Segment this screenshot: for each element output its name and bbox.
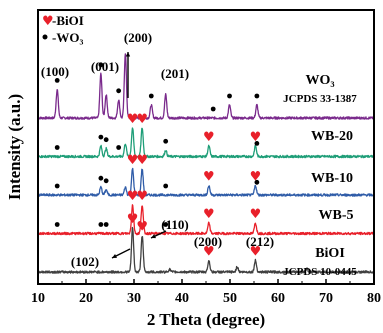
x-tick-label-50: 50 — [223, 291, 237, 306]
x-tick-label-10: 10 — [31, 291, 45, 306]
bioi-marker-bioi-3: ♥ — [250, 245, 262, 260]
x-tick-label-60: 60 — [271, 291, 285, 306]
wo3-marker-wb-20-5 — [254, 140, 260, 146]
peak-annotation-1: (001) — [91, 59, 119, 74]
wo3-marker-wb-20-2 — [103, 137, 109, 143]
series-layer — [37, 53, 375, 274]
series-line-wo — [37, 53, 375, 120]
bioi-marker-wb-20-1: ♥ — [136, 112, 148, 127]
wo3-marker-wb-20-4 — [163, 138, 169, 144]
wo3-marker-wo-3 — [148, 93, 154, 99]
series-line-wb-20 — [37, 127, 375, 159]
peak-annotation-0: (100) — [41, 64, 69, 79]
wo3-marker-wb-10-2 — [103, 178, 109, 184]
wo3-marker-wb-10-3 — [163, 183, 169, 189]
wo3-marker-wb-5-2 — [103, 222, 109, 227]
wo3-marker-wo-6 — [254, 93, 260, 99]
sample-label-wo: WO₃ — [305, 73, 334, 88]
x-tick-label-80: 80 — [367, 291, 381, 306]
wo3-marker-wb-10-0 — [54, 183, 60, 189]
peak-annotation-5: (110) — [161, 217, 188, 232]
peak-annotation-7: (212) — [246, 234, 274, 249]
bioi-marker-wb-20-3: ♥ — [250, 130, 262, 145]
x-tick-label-70: 70 — [319, 291, 333, 306]
legend-bioi-label: -BiOI — [52, 13, 84, 28]
peak-annotation-4: (102) — [71, 254, 99, 269]
wo3-marker-wo-4 — [210, 106, 216, 112]
annotation-layer: WO₃ JCPDS 33-1387 WB-20 WB-10 WB-5 BiOI JCPDS … — [41, 30, 357, 278]
arrow-wo3-200-head — [125, 52, 131, 57]
bioi-marker-wb-10-3: ♥ — [250, 170, 262, 185]
sample-label-bioi: BiOI — [315, 246, 345, 261]
wo3-marker-wb-20-1 — [98, 134, 104, 140]
wo3-marker-wb-5-1 — [98, 222, 104, 227]
bioi-marker-wb-10-2: ♥ — [203, 170, 215, 185]
bioi-marker-wb-20-2: ♥ — [203, 130, 215, 145]
legend-wo3-marker — [42, 34, 48, 40]
x-tick-label-20: 20 — [79, 291, 93, 306]
reference-label-wo: JCPDS 33-1387 — [283, 93, 357, 105]
arrow-bioi-102-head — [112, 254, 117, 258]
bioi-marker-wb-5-0: ♥ — [127, 189, 139, 204]
bioi-marker-wb-5-2: ♥ — [203, 207, 215, 222]
wo3-marker-wb-10-1 — [98, 175, 104, 181]
wo3-marker-wo-0 — [54, 78, 60, 83]
sample-label-wb-10: WB-10 — [311, 171, 353, 186]
wo3-marker-wb-20-3 — [116, 145, 122, 150]
sample-label-wb-20: WB-20 — [311, 129, 353, 144]
wo3-marker-wo-2 — [116, 88, 122, 94]
x-tick-layer: 10 20 30 40 50 60 70 80 — [31, 279, 381, 306]
series-line-wb-10 — [37, 167, 375, 197]
marker-layer: ♥♥♥ ♥♥♥♥ ♥♥♥♥ ♥♥♥♥ ♥ — [54, 62, 262, 260]
bioi-marker-bioi-0: ♥ — [127, 212, 139, 227]
bioi-marker-wb-10-0: ♥ — [127, 153, 139, 168]
x-tick-label-40: 40 — [175, 291, 189, 306]
bioi-marker-wb-10-1: ♥ — [136, 153, 148, 168]
wo3-marker-wo-5 — [227, 93, 232, 99]
legend-wo3-label: -WO₃ — [52, 30, 83, 45]
series-line-wb-5 — [37, 204, 375, 236]
wo3-marker-wo-1 — [98, 62, 104, 68]
series-line-bioi — [37, 226, 375, 274]
bioi-marker-wb-5-1: ♥ — [136, 189, 148, 204]
x-tick-label-30: 30 — [127, 291, 141, 306]
wo3-marker-wb-5-3 — [163, 222, 169, 227]
wo3-marker-wb-20-0 — [54, 145, 60, 150]
reference-label-bioi: JCPDS 10-0445 — [283, 266, 357, 278]
x-axis-label: 2 Theta (degree) — [147, 310, 265, 329]
peak-annotation-3: (201) — [161, 66, 189, 81]
wo3-marker-wb-10-4 — [254, 179, 260, 185]
legend-bioi-marker: ♥ — [42, 14, 54, 29]
bioi-marker-wb-20-0: ♥ — [127, 112, 139, 127]
bioi-marker-bioi-2: ♥ — [203, 245, 215, 260]
peak-annotation-6: (200) — [194, 234, 222, 249]
peak-annotation-2: (200) — [124, 30, 152, 45]
bioi-marker-bioi-1: ♥ — [136, 220, 148, 235]
y-axis-label: Intensity (a.u.) — [5, 94, 24, 200]
wo3-marker-wb-5-0 — [54, 222, 60, 227]
legend: ♥ -BiOI -WO₃ — [42, 13, 84, 45]
bioi-marker-wb-5-3: ♥ — [250, 207, 262, 222]
sample-label-wb-5: WB-5 — [319, 208, 354, 223]
arrow-bioi-110-head — [151, 234, 156, 239]
